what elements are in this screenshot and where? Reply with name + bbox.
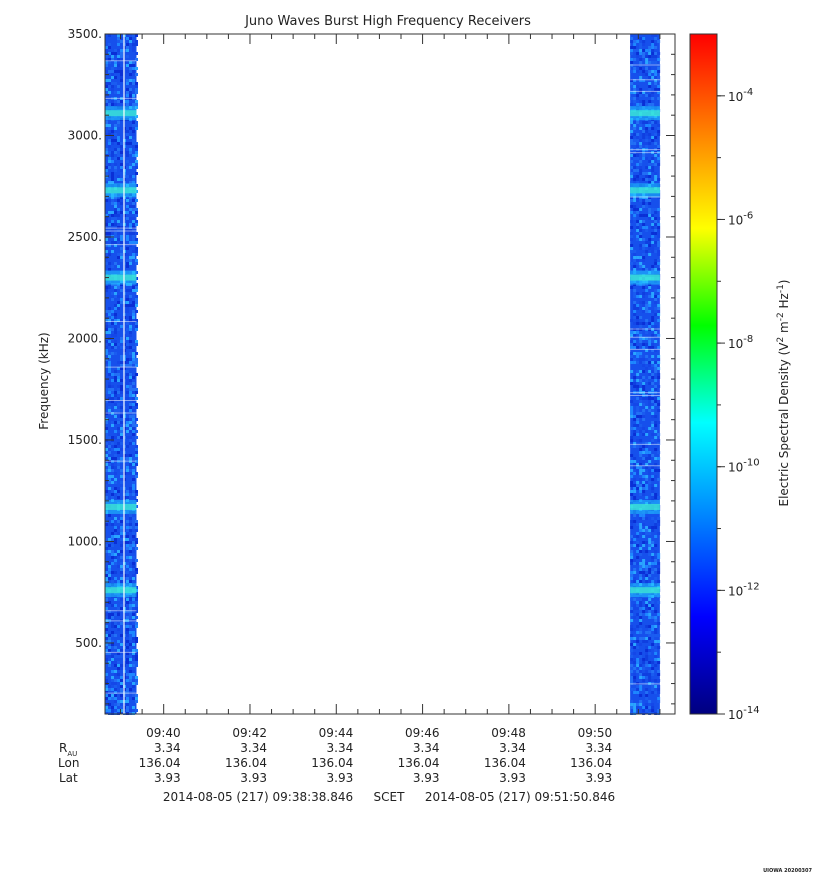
colorbar-tick-label: 10-12 — [728, 581, 760, 598]
y-tick-label: 500. — [75, 636, 102, 650]
time-end: 2014-08-05 (217) 09:51:50.846 — [425, 790, 615, 804]
ephem-lon-value: 136.04 — [398, 756, 440, 770]
ephem-label-lat: Lat — [59, 771, 78, 785]
colorbar-tick-label: 10-10 — [728, 458, 760, 475]
x-tick-label: 09:48 — [491, 726, 526, 740]
ephem-lat-value: 3.93 — [585, 771, 612, 785]
colorbar-tick-label: 10-6 — [728, 210, 753, 227]
y-tick-label: 2500. — [68, 230, 102, 244]
ephem-r-value: 3.34 — [585, 741, 612, 755]
ephemeris-labels: RAU Lon Lat — [58, 741, 79, 785]
spectrogram-data — [105, 34, 661, 715]
y-axis-label: Frequency (kHz) — [37, 332, 51, 429]
y-tick-label: 3000. — [68, 128, 102, 142]
ephem-lon-value: 136.04 — [570, 756, 612, 770]
footer-stamp: UIOWA 20200307 — [763, 868, 812, 874]
time-range: 2014-08-05 (217) 09:38:38.846 SCET 2014-… — [163, 790, 615, 804]
ephem-lat-value: 3.93 — [240, 771, 267, 785]
colorbar-tick-label: 10-4 — [728, 87, 753, 104]
plot-frame — [104, 33, 676, 715]
x-tick-label: 09:40 — [146, 726, 181, 740]
ephem-lon-value: 136.04 — [139, 756, 181, 770]
ephem-label-lon: Lon — [58, 756, 79, 770]
colorbar-tick-label: 10-8 — [728, 334, 753, 351]
ephem-r-value: 3.34 — [327, 741, 354, 755]
y-tick-label: 2000. — [68, 331, 102, 345]
x-tick-label: 09:44 — [319, 726, 354, 740]
ephem-r-value: 3.34 — [154, 741, 181, 755]
colorbar-label: Electric Spectral Density (V2 m-2 Hz-1) — [776, 279, 791, 506]
ephem-lat-value: 3.93 — [154, 771, 181, 785]
colorbar-tick-label: 10-14 — [728, 705, 760, 722]
ephemeris-values: 3.34136.043.933.34136.043.933.34136.043.… — [139, 741, 612, 785]
ephem-lat-value: 3.93 — [413, 771, 440, 785]
colorbar-ticks: 10-4 10-6 10-8 10-10 10-12 10-14 — [717, 87, 760, 722]
x-tick-label: 09:42 — [232, 726, 267, 740]
y-axis: 500. 1000. 1500. 2000. 2500. 3000. 3500. — [68, 27, 675, 705]
ephem-lat-value: 3.93 — [327, 771, 354, 785]
y-tick-label: 1000. — [68, 534, 102, 548]
x-axis: 09:40 09:42 09:44 09:46 09:48 09:50 — [120, 34, 661, 740]
x-tick-label: 09:46 — [405, 726, 440, 740]
ephem-lat-value: 3.93 — [499, 771, 526, 785]
colorbar: 10-4 10-6 10-8 10-10 10-12 10-14 Electric Spe… — [689, 33, 791, 722]
ephem-lon-value: 136.04 — [225, 756, 267, 770]
y-tick-label: 3500. — [68, 27, 102, 41]
x-tick-label: 09:50 — [578, 726, 613, 740]
ephem-lon-value: 136.04 — [311, 756, 353, 770]
data-block-2 — [630, 34, 661, 715]
chart-title: Juno Waves Burst High Frequency Receiver… — [244, 14, 531, 29]
ephem-r-value: 3.34 — [413, 741, 440, 755]
ephem-lon-value: 136.04 — [484, 756, 526, 770]
time-start: 2014-08-05 (217) 09:38:38.846 — [163, 790, 353, 804]
y-tick-label: 1500. — [68, 433, 102, 447]
ephem-r-value: 3.34 — [240, 741, 267, 755]
ephem-r-value: 3.34 — [499, 741, 526, 755]
data-block-1 — [105, 34, 138, 715]
colorbar-scale — [689, 33, 718, 715]
time-scet-label: SCET — [374, 790, 406, 804]
ephem-label-r: RAU — [59, 741, 77, 758]
